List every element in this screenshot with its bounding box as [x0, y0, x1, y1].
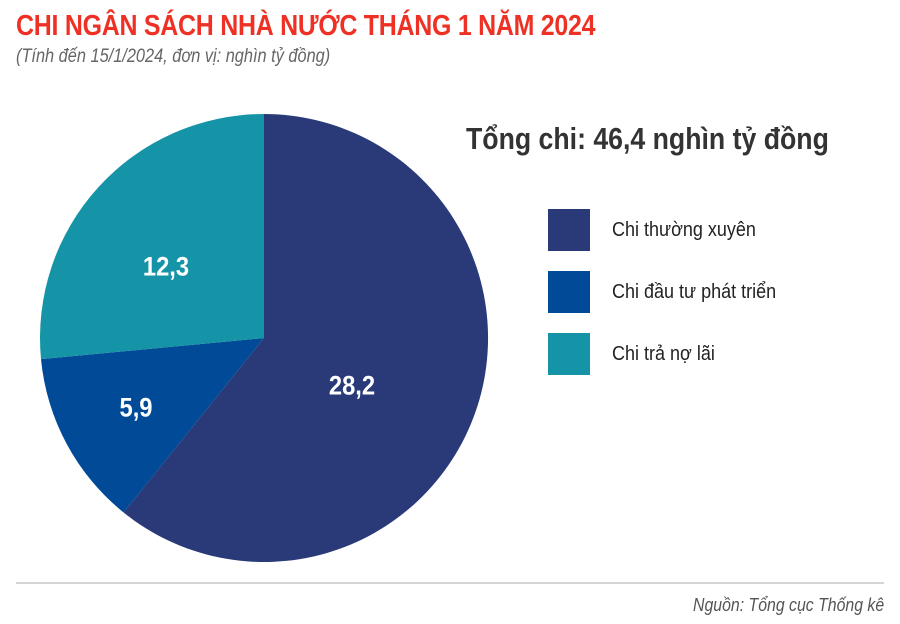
pie-slice-chi-tra-no-lai: [40, 114, 265, 360]
slice-value-chi-tra-no-lai: 12,3: [142, 251, 190, 282]
chart-subtitle: (Tính đến 15/1/2024, đơn vị: nghìn tỷ đồ…: [16, 46, 331, 67]
legend-swatch: [548, 209, 590, 251]
pie-slice-chi-dau-tu-phat-trien: [41, 338, 264, 513]
legend-label: Chi thường xuyên: [612, 218, 756, 241]
legend-label: Chi trả nợ lãi: [612, 342, 715, 365]
footer-divider: [16, 582, 884, 584]
source-note: Nguồn: Tổng cục Thống kê: [692, 595, 884, 615]
chart-title: CHI NGÂN SÁCH NHÀ NƯỚC THÁNG 1 NĂM 2024: [16, 10, 596, 42]
legend-item-chi-dau-tu-phat-trien: Chi đầu tư phát triển: [548, 271, 794, 313]
legend: Chi thường xuyên Chi đầu tư phát triển C…: [548, 209, 794, 395]
legend-item-chi-tra-no-lai: Chi trả nợ lãi: [548, 333, 794, 375]
legend-swatch: [548, 271, 590, 313]
legend-item-chi-thuong-xuyen: Chi thường xuyên: [548, 209, 794, 251]
legend-label: Chi đầu tư phát triển: [612, 280, 777, 303]
pie-slice-chi-thuong-xuyen: [123, 113, 489, 562]
slice-value-chi-dau-tu-phat-trien: 5,9: [119, 392, 153, 423]
legend-swatch: [548, 333, 590, 375]
slice-value-chi-thuong-xuyen: 28,2: [328, 370, 376, 401]
total-spending-label: Tổng chi: 46,4 nghìn tỷ đồng: [466, 121, 829, 156]
